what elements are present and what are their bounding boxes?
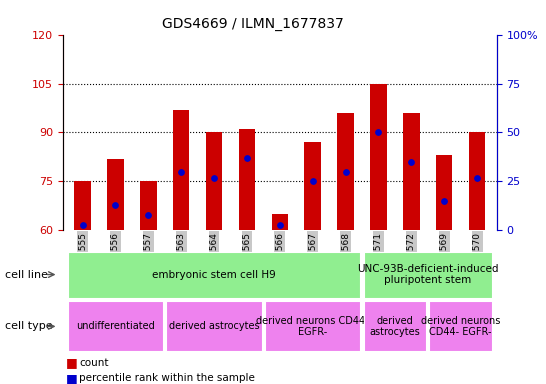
Point [374, 129, 383, 136]
Text: derived astrocytes: derived astrocytes [169, 321, 259, 331]
Text: GSM997555: GSM997555 [78, 232, 87, 287]
Text: cell line: cell line [5, 270, 49, 280]
Text: ■: ■ [66, 356, 78, 369]
Bar [370, 84, 387, 230]
Text: GSM997567: GSM997567 [308, 232, 317, 287]
Text: GDS4669 / ILMN_1677837: GDS4669 / ILMN_1677837 [162, 17, 343, 31]
Text: derived neurons CD44-
EGFR-: derived neurons CD44- EGFR- [257, 316, 369, 337]
Bar [107, 159, 123, 230]
Bar [271, 214, 288, 230]
Bar [173, 110, 189, 230]
Text: ■: ■ [66, 372, 78, 384]
Text: cell type: cell type [5, 321, 53, 331]
Text: UNC-93B-deficient-induced
pluripotent stem: UNC-93B-deficient-induced pluripotent st… [357, 264, 498, 285]
Bar [469, 132, 485, 230]
Point [111, 202, 120, 208]
Bar [403, 113, 419, 230]
Text: GSM997563: GSM997563 [177, 232, 186, 287]
Point [210, 174, 218, 180]
Bar [305, 142, 321, 230]
Point [341, 169, 350, 175]
Bar [206, 132, 222, 230]
Point [242, 155, 251, 161]
Point [177, 169, 186, 175]
Point [78, 222, 87, 228]
Bar [337, 113, 354, 230]
Text: GSM997556: GSM997556 [111, 232, 120, 287]
Text: GSM997557: GSM997557 [144, 232, 153, 287]
Text: GSM997564: GSM997564 [210, 232, 218, 287]
Text: derived
astrocytes: derived astrocytes [370, 316, 420, 337]
Text: GSM997571: GSM997571 [374, 232, 383, 287]
Text: GSM997572: GSM997572 [407, 232, 416, 287]
Point [144, 212, 153, 218]
Text: percentile rank within the sample: percentile rank within the sample [79, 373, 255, 383]
Text: GSM997565: GSM997565 [242, 232, 252, 287]
Text: GSM997570: GSM997570 [473, 232, 482, 287]
Point [473, 174, 482, 180]
Point [276, 222, 284, 228]
Text: GSM997569: GSM997569 [440, 232, 449, 287]
Point [440, 198, 449, 204]
Bar [140, 182, 157, 230]
Text: GSM997568: GSM997568 [341, 232, 350, 287]
Text: GSM997566: GSM997566 [275, 232, 284, 287]
Text: embryonic stem cell H9: embryonic stem cell H9 [152, 270, 276, 280]
Text: undifferentiated: undifferentiated [76, 321, 155, 331]
Bar [436, 156, 453, 230]
Point [407, 159, 416, 165]
Point [308, 178, 317, 185]
Bar [74, 182, 91, 230]
Text: count: count [79, 358, 109, 368]
Text: derived neurons
CD44- EGFR-: derived neurons CD44- EGFR- [421, 316, 500, 337]
Bar [239, 129, 255, 230]
